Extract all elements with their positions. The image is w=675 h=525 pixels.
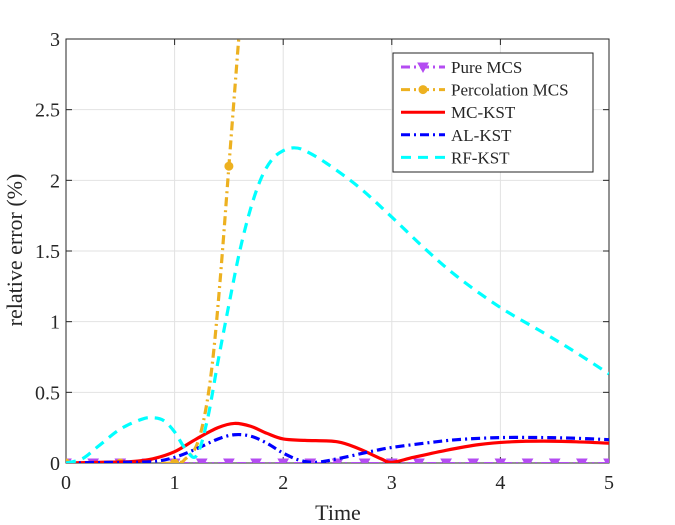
series-al-kst <box>66 432 609 463</box>
legend-label: AL-KST <box>451 126 512 145</box>
y-tick-label: 3 <box>50 29 60 51</box>
marker-triangle <box>358 458 371 463</box>
marker-triangle <box>494 458 507 463</box>
series-line <box>66 146 609 463</box>
legend-label: Percolation MCS <box>451 81 569 100</box>
marker-triangle <box>440 458 452 463</box>
x-tick-label: 3 <box>387 472 397 494</box>
y-tick-label: 1 <box>50 312 60 334</box>
legend: Pure MCS Percolation MCS MC-KST AL-KST RF-KS… <box>392 52 594 173</box>
legend-entry: AL-KST <box>401 126 512 145</box>
series-line <box>66 421 609 463</box>
legend-label: MC-KST <box>451 103 516 122</box>
marker-triangle <box>250 458 262 463</box>
series-layer <box>66 39 609 463</box>
legend-label: Pure MCS <box>451 58 522 77</box>
marker-triangle <box>603 458 609 463</box>
y-tick-label: 1.5 <box>35 241 60 263</box>
marker-triangle <box>521 458 534 463</box>
legend-entry: Pure MCS <box>401 58 522 77</box>
legend-entry: Percolation MCS <box>401 81 569 100</box>
marker-circle <box>418 85 428 95</box>
y-tick-label: 2 <box>50 170 60 192</box>
marker-triangle <box>417 62 429 74</box>
marker-triangle <box>195 458 208 463</box>
series-rf-kst <box>66 146 609 463</box>
marker-circle <box>170 458 180 463</box>
x-axis-label: Time <box>315 500 361 525</box>
series-line <box>66 432 609 463</box>
x-tick-label: 2 <box>278 472 288 494</box>
y-tick-label: 0.5 <box>35 382 60 404</box>
marker-triangle <box>548 458 561 463</box>
x-tick-label: 5 <box>604 472 614 494</box>
marker-triangle <box>413 458 425 463</box>
marker-triangle <box>277 458 290 463</box>
legend-entry: RF-KST <box>401 148 510 167</box>
marker-circle <box>224 161 234 171</box>
x-tick-label: 4 <box>495 472 505 494</box>
series-mc-kst <box>66 421 609 463</box>
y-tick-label: 2.5 <box>35 100 60 122</box>
x-tick-label: 0 <box>61 472 71 494</box>
y-axis-label: relative error (%) <box>2 174 27 327</box>
legend-entry: MC-KST <box>401 103 516 122</box>
tick-labels: 0 1 2 3 4 5 0 0.5 1 1.5 2 2.5 3 <box>35 29 614 494</box>
legend-label: RF-KST <box>451 148 510 167</box>
y-tick-label: 0 <box>50 453 60 475</box>
marker-triangle <box>223 458 235 463</box>
marker-triangle <box>467 458 480 463</box>
marker-triangle <box>576 458 588 463</box>
x-tick-label: 1 <box>170 472 180 494</box>
